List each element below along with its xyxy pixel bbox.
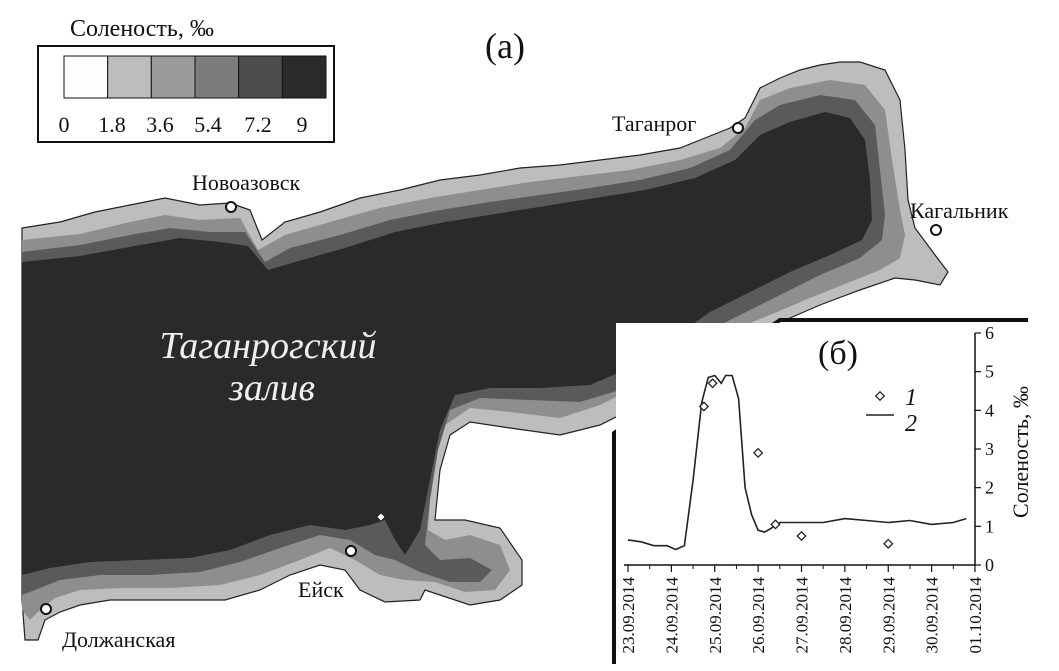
y-axis-label: Соленость, ‰ [1008,386,1033,518]
series-marker-1 [883,538,894,549]
x-tick-label: 28.09.2014 [836,577,855,654]
legend-title: Соленость, ‰ [70,16,214,42]
water-body-name-line2: залив [228,367,315,409]
legend-tick-label: 9 [297,112,308,137]
data-point-marker [376,512,386,522]
legend-swatches [63,55,327,99]
legend-tick-label: 0 [59,112,70,137]
panel-label-a: (а) [485,26,525,66]
town-markers [40,122,942,615]
town-marker-kagalnik [930,224,942,236]
legend-swatch [63,55,109,99]
legend-swatch [281,55,327,99]
series-marker-1 [698,401,710,412]
legend-swatch [194,55,240,99]
place-label-novoazovsk: Новоазовск [192,170,300,195]
town-marker-dolzhanskaya [40,603,52,615]
place-label-yeysk: Ейск [298,577,344,602]
y-tick-label: 3 [985,439,994,459]
series-line-2 [627,374,967,551]
town-marker-yeysk [345,545,357,557]
series-marker-1 [707,378,718,389]
place-label-kagalnik: Кагальник [910,198,1009,223]
x-tick-label: 24.09.2014 [662,577,681,654]
place-label-dolzhanskaya: Должанская [62,627,175,652]
y-tick-label: 2 [985,478,994,498]
series-marker-1 [770,519,781,530]
legend-swatch [150,55,196,99]
y-tick-label: 1 [985,516,994,536]
x-tick-label: 01.10.2014 [966,577,985,654]
x-tick-label: 26.09.2014 [749,577,768,654]
x-tick-label: 29.09.2014 [879,577,898,654]
y-tick-label: 0 [985,555,994,575]
legend-swatch [238,55,283,99]
x-tick-label: 27.09.2014 [793,577,812,654]
legend-label-2: 2 [905,411,917,437]
town-labels: Таганрог Новоазовск Кагальник Ейск Должа… [62,111,1009,652]
legend-tick-label: 1.8 [98,112,126,137]
y-tick-label: 6 [985,323,994,343]
x-tick-label: 25.09.2014 [706,577,725,654]
place-label-taganrog: Таганрог [612,111,696,136]
x-tick-label: 23.09.2014 [619,577,638,654]
bay-map [21,61,949,641]
legend-tick-label: 7.2 [244,112,272,137]
y-tick-label: 5 [985,362,994,382]
legend-tick-label: 5.4 [194,112,222,137]
salinity-legend: Соленость, ‰ 0 1.8 3.6 5.4 7.2 9 [37,16,335,143]
legend-ticks: 0 1.8 3.6 5.4 7.2 9 [59,112,308,137]
legend-tick-label: 3.6 [146,112,174,137]
x-tick-label: 30.09.2014 [923,577,942,654]
panel-label-b: (б) [818,335,858,372]
inset-fill-corner [616,323,1028,433]
series-marker-1 [796,530,807,542]
water-body-name-line1: Таганрогский [160,325,377,367]
legend-marker-1 [874,390,886,402]
legend-label-1: 1 [905,385,917,411]
salinity-zone-core [22,112,872,575]
series-marker-1 [752,447,764,459]
town-marker-novoazovsk [225,201,237,213]
legend-swatch [107,55,152,99]
town-marker-taganrog [732,122,744,134]
y-tick-label: 4 [985,400,994,420]
